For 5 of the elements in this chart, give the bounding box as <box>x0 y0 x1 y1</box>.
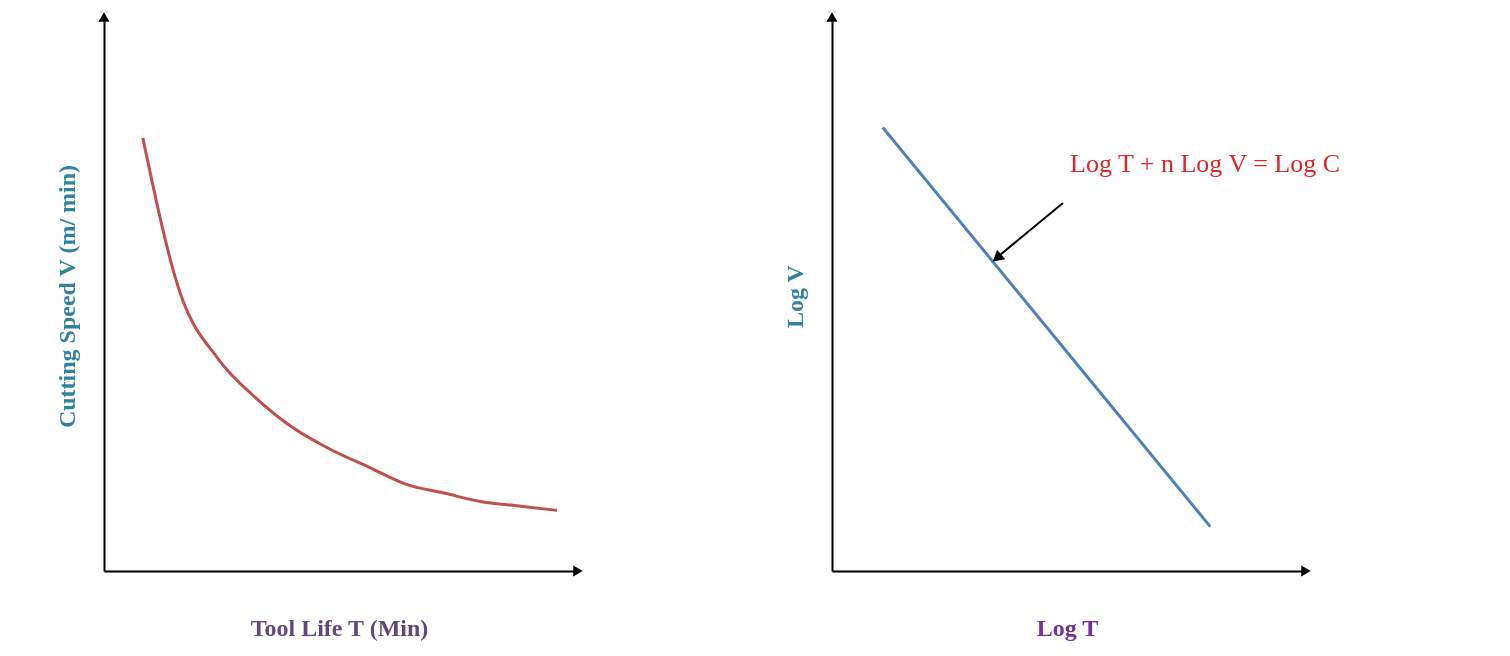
annotation: Log T + n Log V = Log C <box>1070 149 1341 178</box>
y-axis-title: Cutting Speed V (m/ min) <box>53 164 80 429</box>
x-axis-title: Log T <box>1036 614 1099 641</box>
x-axis-title: Tool Life T (Min) <box>250 614 429 641</box>
y-axis-title: Log V <box>781 264 808 328</box>
